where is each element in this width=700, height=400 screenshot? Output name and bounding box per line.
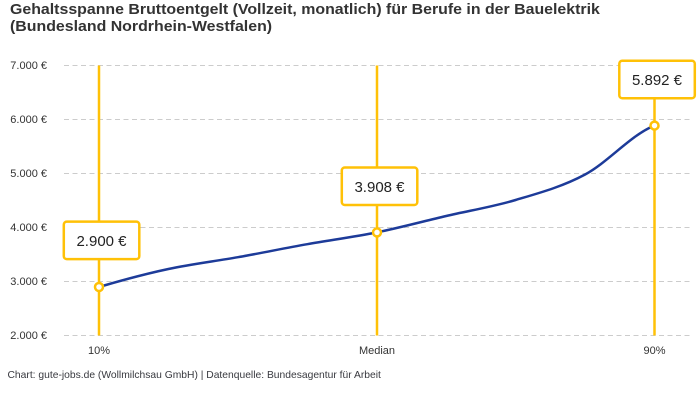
svg-text:2.900 €: 2.900 € — [76, 233, 127, 250]
svg-text:2.000 €: 2.000 € — [10, 330, 47, 342]
svg-text:3.908 €: 3.908 € — [354, 179, 405, 196]
svg-text:6.000 €: 6.000 € — [10, 114, 47, 126]
svg-text:Median: Median — [359, 345, 395, 357]
svg-text:5.000 €: 5.000 € — [10, 168, 47, 180]
svg-text:5.892 €: 5.892 € — [632, 72, 683, 89]
svg-text:3.000 €: 3.000 € — [10, 276, 47, 288]
svg-text:7.000 €: 7.000 € — [10, 60, 47, 72]
svg-text:90%: 90% — [643, 345, 665, 357]
svg-text:10%: 10% — [88, 345, 110, 357]
svg-text:4.000 €: 4.000 € — [10, 222, 47, 234]
